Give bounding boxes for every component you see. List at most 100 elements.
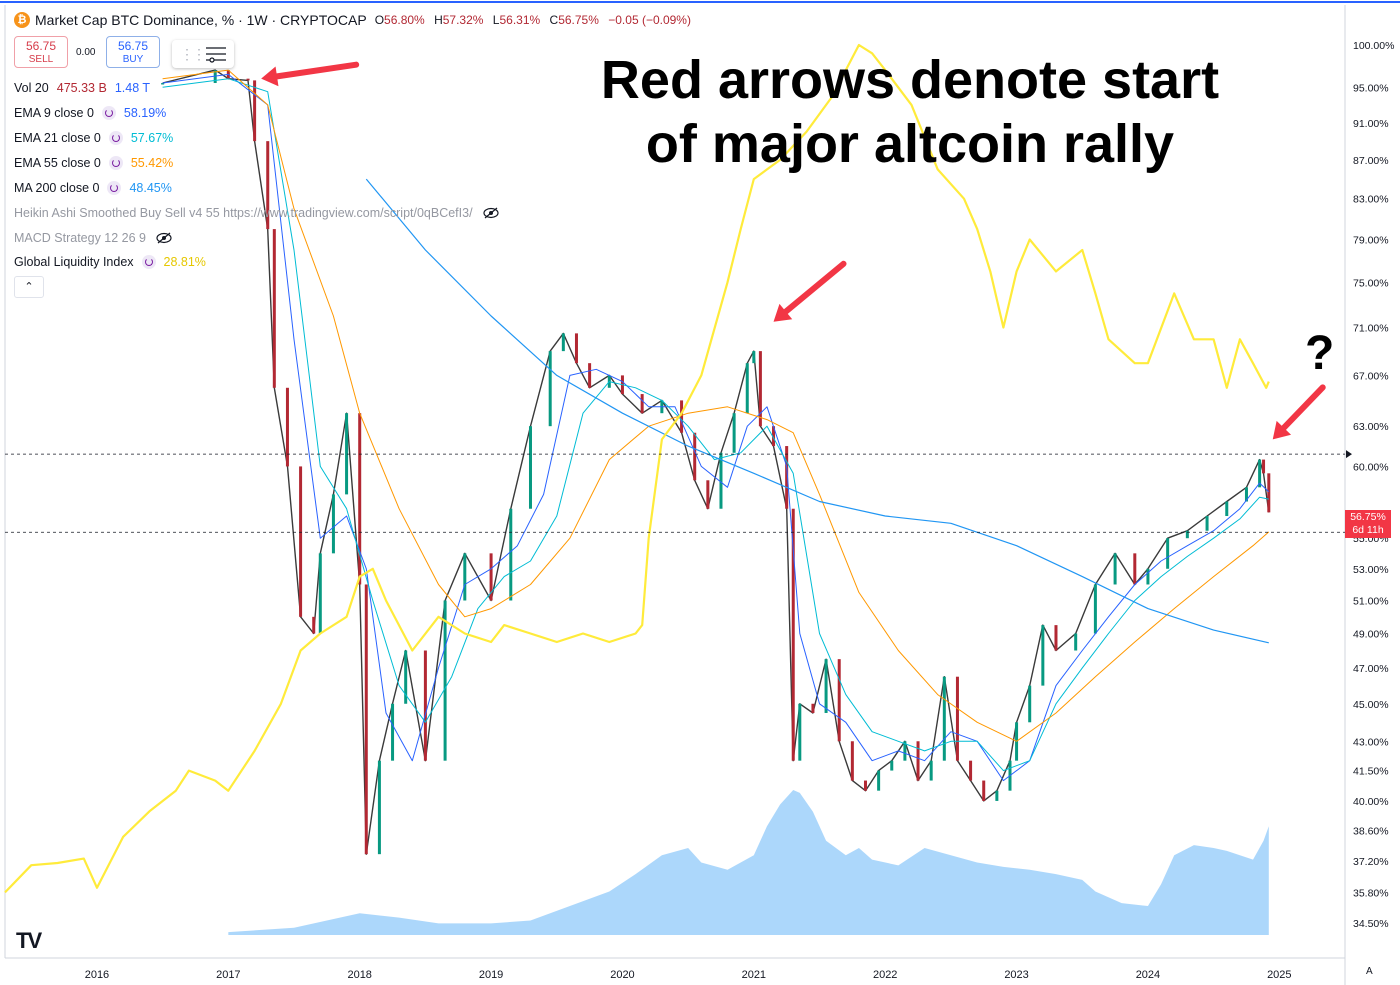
price-candle xyxy=(574,333,578,364)
price-candle xyxy=(1262,459,1266,474)
price-candle xyxy=(693,432,697,481)
x-tick-label: 2019 xyxy=(479,969,503,981)
indicator-value: 28.81% xyxy=(163,255,206,269)
indicator-label: Global Liquidity Index xyxy=(14,255,134,269)
price-candle xyxy=(969,760,973,781)
price-candle xyxy=(404,650,408,704)
price-candle xyxy=(561,333,565,352)
cycle-icon[interactable] xyxy=(108,131,123,145)
price-candle xyxy=(364,584,368,855)
red-arrow xyxy=(782,260,847,315)
price-candle xyxy=(1028,685,1032,723)
bar-countdown: 6d 11h xyxy=(1352,524,1384,536)
x-tick-label: 2025 xyxy=(1267,969,1291,981)
cycle-icon[interactable] xyxy=(101,106,116,120)
volume-ma-value: 1.48 T xyxy=(114,81,151,95)
settings-menu-icon[interactable] xyxy=(204,45,228,63)
question-mark: ? xyxy=(1305,327,1335,380)
price-candle xyxy=(509,508,513,601)
indicator-ma200[interactable]: MA 200 close 0 48.45% xyxy=(14,178,172,198)
price-candle xyxy=(863,780,867,791)
last-price-value: 56.75% xyxy=(1350,511,1386,523)
indicator-label: Heikin Ashi Smoothed Buy Sell v4 55 http… xyxy=(14,206,473,220)
x-tick-label: 2020 xyxy=(610,969,634,981)
y-tick-label: 100.00% xyxy=(1353,40,1394,52)
y-tick-label: 60.00% xyxy=(1353,461,1389,473)
cycle-icon[interactable] xyxy=(108,156,123,170)
price-candle xyxy=(942,676,946,761)
last-price-tag: 56.75% 6d 11h xyxy=(1345,510,1391,538)
price-candle xyxy=(1093,584,1097,634)
price-candle xyxy=(1146,568,1150,585)
price-candle xyxy=(929,760,933,781)
indicator-value: 48.45% xyxy=(129,181,172,195)
y-tick-label: 51.00% xyxy=(1353,595,1389,607)
symbol-title[interactable]: Market Cap BTC Dominance, % · 1W · CRYPT… xyxy=(35,12,367,28)
indicator-volume[interactable]: Vol 20 475.33 B 1.48 T xyxy=(14,78,150,98)
ema21-line xyxy=(162,78,1269,772)
indicator-label: Vol 20 xyxy=(14,81,49,95)
indicator-global-liquidity[interactable]: Global Liquidity Index 28.81% xyxy=(14,252,206,272)
indicator-label: EMA 9 close 0 xyxy=(14,106,94,120)
y-tick-label: 79.00% xyxy=(1353,234,1389,246)
buy-label: BUY xyxy=(122,54,144,65)
price-candle xyxy=(1041,625,1045,686)
price-candle xyxy=(377,760,381,855)
buy-button[interactable]: 56.75 BUY xyxy=(106,36,160,68)
y-tick-label: 40.00% xyxy=(1353,796,1389,808)
price-candle xyxy=(640,394,644,414)
y-tick-label: 87.00% xyxy=(1353,155,1389,167)
price-candle xyxy=(318,553,322,634)
price-candle xyxy=(1166,538,1170,569)
y-tick-label: 43.00% xyxy=(1353,736,1389,748)
indicator-ema55[interactable]: EMA 55 close 0 55.42% xyxy=(14,153,173,173)
indicator-heikin-ashi[interactable]: Heikin Ashi Smoothed Buy Sell v4 55 http… xyxy=(14,203,499,223)
sell-button[interactable]: 56.75 SELL xyxy=(14,36,68,68)
indicator-label: EMA 55 close 0 xyxy=(14,156,101,170)
y-tick-label: 37.20% xyxy=(1353,856,1389,868)
collapse-legend-button[interactable]: ⌃ xyxy=(14,276,44,298)
cycle-icon[interactable] xyxy=(107,181,122,195)
global-liquidity-line xyxy=(4,43,1270,894)
price-candle xyxy=(1133,553,1137,585)
y-tick-label: 41.50% xyxy=(1353,766,1389,778)
y-tick-label: 35.80% xyxy=(1353,887,1389,899)
price-candle xyxy=(1267,473,1271,513)
sell-label: SELL xyxy=(28,54,54,65)
floating-toolbar[interactable]: ⋮⋮ xyxy=(172,40,234,68)
price-candle xyxy=(1225,501,1229,517)
indicator-ema21[interactable]: EMA 21 close 0 57.67% xyxy=(14,128,173,148)
y-tick-label: 67.00% xyxy=(1353,370,1389,382)
y-tick-label: 63.00% xyxy=(1353,421,1389,433)
price-candle xyxy=(285,387,289,467)
x-tick-label: 2016 xyxy=(85,969,109,981)
cycle-icon[interactable] xyxy=(141,255,156,269)
indicator-ema9[interactable]: EMA 9 close 0 58.19% xyxy=(14,103,166,123)
indicator-macd[interactable]: MACD Strategy 12 26 9 xyxy=(14,228,172,248)
eye-off-icon[interactable] xyxy=(156,232,172,244)
indicator-label: MACD Strategy 12 26 9 xyxy=(14,231,147,245)
price-candle xyxy=(732,413,736,453)
y-tick-label: 71.00% xyxy=(1353,323,1389,335)
drag-handle-icon[interactable]: ⋮⋮ xyxy=(180,46,206,62)
price-candle xyxy=(1244,487,1248,502)
price-candle xyxy=(266,141,270,230)
price-candle xyxy=(955,676,959,761)
price-candle xyxy=(785,446,789,509)
x-tick-label: 2022 xyxy=(873,969,897,981)
price-candle xyxy=(982,780,986,801)
price-candle xyxy=(1205,516,1209,531)
auto-scale-button[interactable]: A xyxy=(1366,966,1373,977)
price-candle xyxy=(272,229,276,388)
y-tick-label: 49.00% xyxy=(1353,629,1389,641)
price-candle xyxy=(811,703,815,713)
y-tick-label: 53.00% xyxy=(1353,564,1389,576)
annotation-text: Red arrows denote start of major altcoin… xyxy=(560,48,1260,176)
tradingview-logo[interactable]: TV xyxy=(16,928,42,953)
x-tick-label: 2024 xyxy=(1136,969,1160,981)
eye-off-icon[interactable] xyxy=(482,207,499,219)
x-tick-label: 2018 xyxy=(347,969,371,981)
price-candle xyxy=(772,426,776,447)
price-candle xyxy=(331,494,335,554)
